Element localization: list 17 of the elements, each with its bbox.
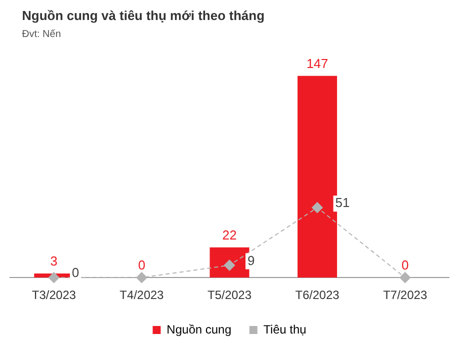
- x-tick-label: T7/2023: [383, 288, 428, 302]
- chart-subtitle: Đvt: Nến: [22, 29, 61, 40]
- x-tick-label: T3/2023: [32, 288, 76, 302]
- data-label: 0: [72, 265, 80, 280]
- data-label: 51: [335, 195, 350, 210]
- data-label: 0: [401, 258, 409, 273]
- x-tick-label: T6/2023: [295, 288, 340, 302]
- legend-label: Nguồn cung: [166, 322, 232, 336]
- chart-title: Nguồn cung và tiêu thụ mới theo tháng: [22, 8, 265, 23]
- data-label: 22: [222, 227, 237, 242]
- data-label: 3: [50, 254, 58, 269]
- legend-label: Tiêu thụ: [263, 322, 306, 336]
- x-tick-label: T5/2023: [207, 288, 252, 302]
- data-label: 147: [306, 56, 328, 71]
- data-label: 0: [138, 258, 146, 273]
- data-label: 9: [248, 252, 255, 268]
- x-tick-label: T4/2023: [120, 288, 164, 302]
